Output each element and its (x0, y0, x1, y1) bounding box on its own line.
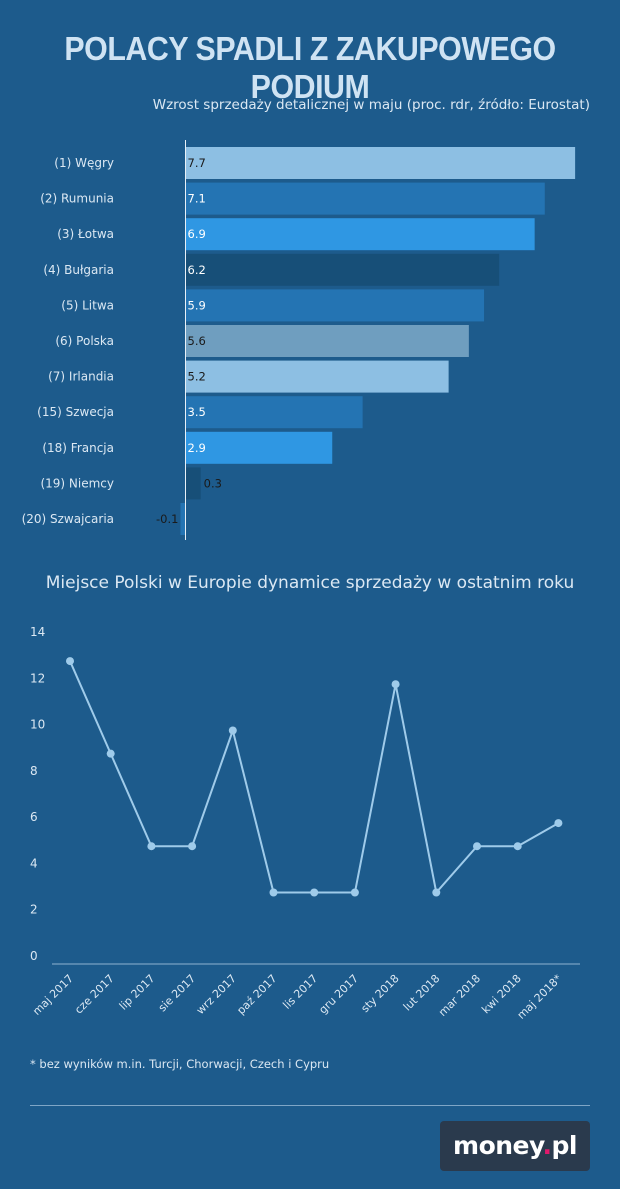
y-tick-label: 2 (30, 903, 38, 917)
data-label: 5.2 (188, 370, 206, 384)
data-point (106, 749, 115, 758)
data-point (350, 888, 359, 897)
x-tick-label: gru 2017 (316, 972, 361, 1017)
data-label: 5.9 (188, 298, 206, 312)
x-tick-label: sty 2018 (359, 972, 402, 1015)
line-chart-title: Miejsce Polski w Europie dynamice sprzed… (45, 573, 575, 593)
bar (185, 360, 449, 393)
y-tick-label: 6 (30, 810, 38, 824)
data-point (391, 680, 400, 689)
footnote: * bez wyników m.in. Turcji, Chorwacji, C… (30, 1057, 330, 1071)
y-tick-label: 0 (30, 949, 38, 963)
data-label: 6.9 (188, 227, 206, 241)
bar (185, 218, 535, 251)
category-label: (15) Szwecja (37, 405, 114, 419)
series-line (69, 660, 559, 895)
data-point (473, 842, 481, 851)
category-label: (6) Polska (55, 334, 114, 348)
x-tick-label: lut 2018 (401, 972, 443, 1014)
data-point (513, 842, 522, 851)
category-label: (19) Niemcy (40, 476, 114, 490)
y-tick-label: 4 (30, 856, 38, 870)
x-tick-label: maj 2018* (515, 972, 565, 1022)
data-point (269, 888, 278, 897)
bar (180, 503, 186, 535)
category-label: (3) Łotwa (57, 227, 114, 241)
y-tick-label: 12 (30, 671, 45, 685)
page-title: POLACY SPADLI Z ZAKUPOWEGO PODIUM (64, 30, 556, 105)
y-tick-label: 14 (30, 625, 45, 639)
data-point (188, 842, 197, 851)
bar (185, 431, 333, 464)
data-point (310, 888, 319, 897)
data-label: 5.6 (188, 334, 206, 348)
bar (185, 325, 469, 357)
category-label: (18) Francja (42, 441, 114, 455)
y-tick-label: 8 (30, 764, 38, 778)
bar (185, 182, 545, 215)
bar (185, 467, 201, 500)
data-label: -0.1 (156, 512, 178, 526)
bar (185, 289, 485, 322)
x-tick-label: paź 2017 (234, 972, 279, 1017)
data-label: 6.2 (188, 263, 206, 277)
data-label: 0.3 (204, 476, 222, 490)
data-label: 3.5 (188, 405, 206, 419)
x-tick-label: cze 2017 (72, 972, 117, 1017)
money-pl-logo: money.pl (440, 1121, 590, 1171)
bar-chart-title: Wzrost sprzedaży detalicznej w maju (pro… (152, 97, 590, 113)
x-tick-label: mar 2018 (436, 972, 483, 1019)
data-point (147, 842, 156, 851)
data-label: 2.9 (188, 441, 206, 455)
logo-text-suffix: pl (551, 1131, 578, 1160)
logo-text-main: money (453, 1131, 543, 1160)
bar-chart: (1) Węgry 7.7 (2) Rumunia 7.1 (3) Łotwa 6.9 (4… (22, 140, 576, 540)
x-tick-label: lis 2017 (280, 972, 320, 1012)
y-tick-label: 10 (30, 718, 45, 732)
category-label: (1) Węgry (54, 156, 114, 170)
data-point (228, 726, 237, 735)
category-label: (5) Litwa (61, 298, 114, 312)
category-label: (2) Rumunia (40, 192, 114, 206)
x-tick-label: wrz 2017 (194, 972, 239, 1017)
data-point (66, 657, 74, 666)
category-label: (7) Irlandia (48, 370, 114, 384)
logo-dot: . (542, 1131, 553, 1160)
category-label: (4) Bułgaria (43, 263, 114, 277)
data-point (432, 888, 441, 897)
x-tick-label: sie 2017 (156, 972, 198, 1014)
data-label: 7.7 (188, 156, 206, 170)
x-tick-label: maj 2017 (30, 972, 76, 1018)
data-label: 7.1 (188, 192, 206, 206)
bar (185, 396, 363, 429)
data-point (554, 819, 563, 828)
x-tick-label: lip 2017 (117, 972, 158, 1013)
bar (185, 253, 500, 286)
bar (185, 147, 576, 179)
divider (30, 1105, 590, 1106)
category-label: (20) Szwajcaria (22, 512, 114, 526)
